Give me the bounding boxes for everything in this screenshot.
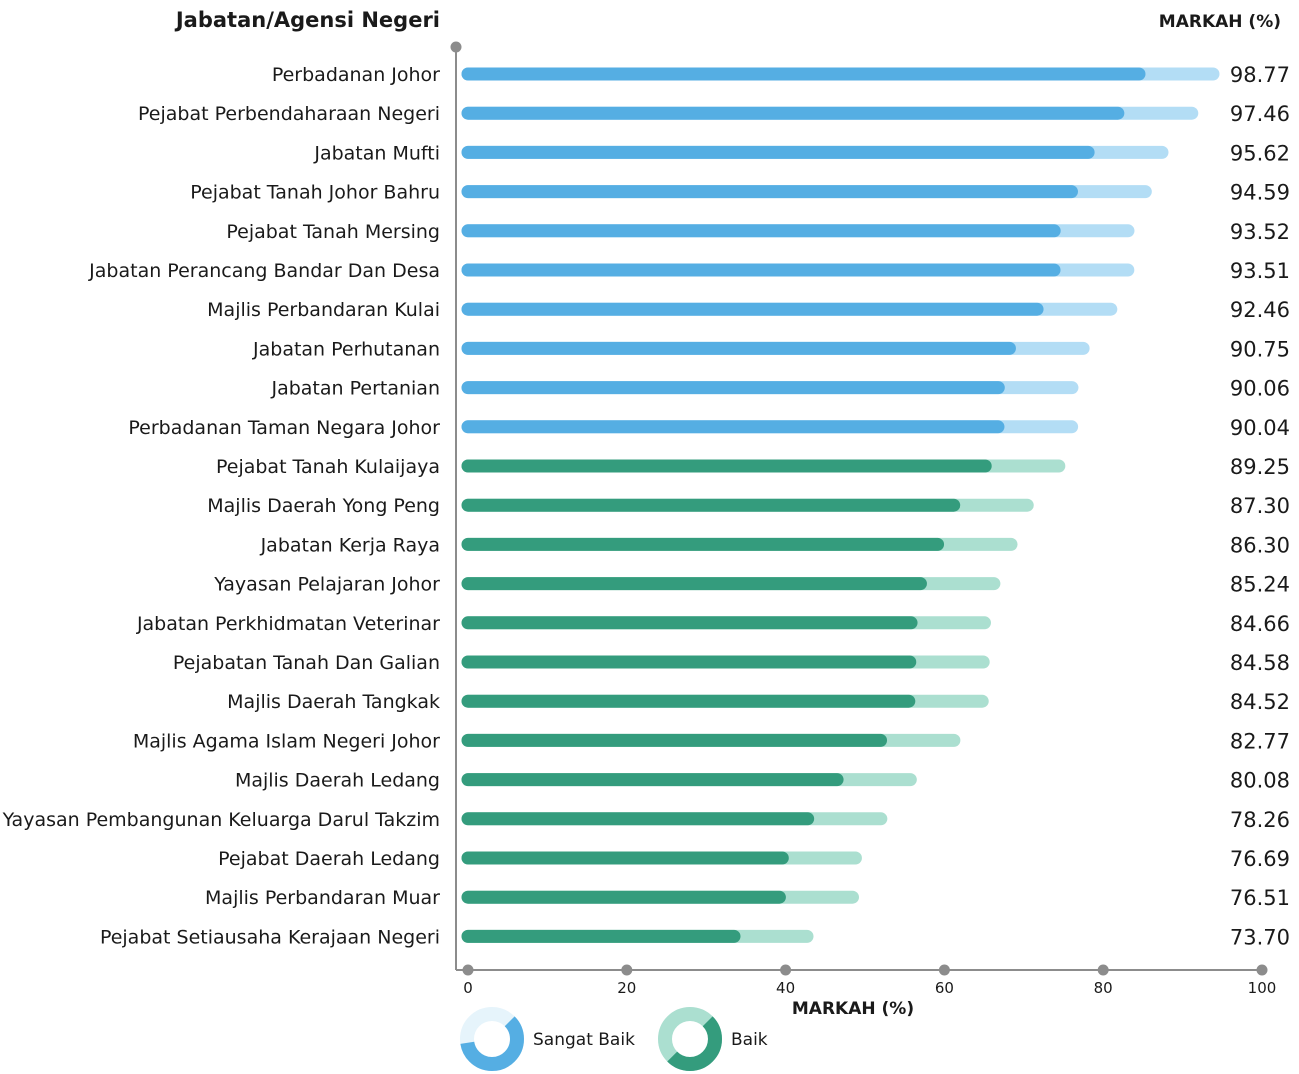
data-label: 76.51 (1230, 886, 1290, 910)
category-label: Jabatan Perhutanan (252, 338, 440, 360)
data-label: 93.51 (1230, 259, 1290, 283)
legend-label: Sangat Baik (533, 1030, 635, 1050)
bars (461, 67, 1220, 943)
category-label: Jabatan Perkhidmatan Veterinar (136, 613, 440, 635)
y-axis-endpoint (450, 41, 462, 53)
data-label: 86.30 (1230, 533, 1290, 557)
category-label: Majlis Daerah Tangkak (227, 691, 440, 713)
legend-ring-fill (460, 1007, 524, 1071)
data-label: 92.46 (1230, 298, 1290, 322)
data-label: 84.66 (1230, 612, 1290, 636)
data-label: 84.52 (1230, 690, 1290, 714)
category-label: Pejabat Perbendaharaan Negeri (138, 103, 440, 125)
category-label: Pejabat Tanah Mersing (226, 221, 440, 243)
category-label: Yayasan Pelajaran Johor (213, 574, 440, 596)
x-tick-label: 20 (617, 979, 636, 997)
legend-ring-fill (658, 1007, 722, 1071)
x-tick-mark (1097, 964, 1109, 976)
data-label: 80.08 (1230, 769, 1290, 793)
category-label: Majlis Agama Islam Negeri Johor (133, 730, 440, 752)
data-label: 97.46 (1230, 102, 1290, 126)
data-label: 78.26 (1230, 808, 1290, 832)
data-label: 90.06 (1230, 377, 1290, 401)
data-label: 94.59 (1230, 181, 1290, 205)
data-label: 84.58 (1230, 651, 1290, 675)
x-tick-mark (938, 964, 950, 976)
category-label: Pejabat Tanah Johor Bahru (190, 182, 440, 204)
legend-donut-icon (658, 1007, 722, 1071)
data-label: 89.25 (1230, 455, 1290, 479)
category-header: Jabatan/Agensi Negeri (174, 8, 440, 32)
category-label: Majlis Daerah Yong Peng (207, 495, 440, 517)
data-label: 76.69 (1230, 847, 1290, 871)
data-label: 85.24 (1230, 573, 1290, 597)
data-label: 87.30 (1230, 494, 1290, 518)
x-tick-label: 80 (1094, 979, 1113, 997)
x-tick-label: 40 (776, 979, 795, 997)
data-label: 90.04 (1230, 416, 1290, 440)
x-tick-label: 60 (935, 979, 954, 997)
x-tick-mark (621, 964, 633, 976)
data-label: 93.52 (1230, 220, 1290, 244)
x-tick-mark (780, 964, 792, 976)
axes (450, 41, 1262, 971)
category-label: Jabatan Pertanian (270, 378, 440, 400)
category-label: Jabatan Mufti (313, 142, 440, 164)
x-tick-label: 0 (463, 979, 473, 997)
category-label: Perbadanan Johor (272, 64, 440, 86)
x-tick-mark (462, 964, 474, 976)
category-label: Pejabat Setiausaha Kerajaan Negeri (100, 926, 440, 948)
legend-donut-icon (460, 1007, 524, 1071)
x-ticks: 0 20 40 60 80 100 (462, 964, 1277, 997)
category-label: Majlis Daerah Ledang (235, 770, 440, 792)
category-label: Pejabat Tanah Kulaijaya (216, 456, 440, 478)
data-label: 98.77 (1230, 63, 1290, 87)
category-label: Yayasan Pembangunan Keluarga Darul Takzi… (2, 809, 440, 831)
category-label: Jabatan Kerja Raya (260, 534, 440, 556)
category-label: Majlis Perbandaran Kulai (207, 299, 440, 321)
data-label: 82.77 (1230, 729, 1290, 753)
value-header: MARKAH (%) (1159, 12, 1281, 32)
data-label: 90.75 (1230, 337, 1290, 361)
x-tick-label: 100 (1248, 979, 1277, 997)
value-labels: 98.77 97.46 95.62 94.59 93.52 93.51 92.46 90.75… (1230, 63, 1290, 949)
category-label: Pejabat Daerah Ledang (218, 848, 440, 870)
x-tick-mark (1256, 964, 1268, 976)
category-labels: Perbadanan Johor Pejabat Perbendaharaan N… (2, 64, 441, 948)
category-label: Majlis Perbandaran Muar (205, 887, 440, 909)
data-label: 95.62 (1230, 141, 1290, 165)
legend-label: Baik (731, 1030, 768, 1050)
category-label: Jabatan Perancang Bandar Dan Desa (88, 260, 440, 282)
data-label: 73.70 (1230, 925, 1290, 949)
x-axis-label: MARKAH (%) (792, 999, 914, 1019)
category-label: Perbadanan Taman Negara Johor (128, 417, 440, 439)
category-label: Pejabatan Tanah Dan Galian (173, 652, 440, 674)
legend: Sangat Baik Baik (460, 1007, 768, 1071)
